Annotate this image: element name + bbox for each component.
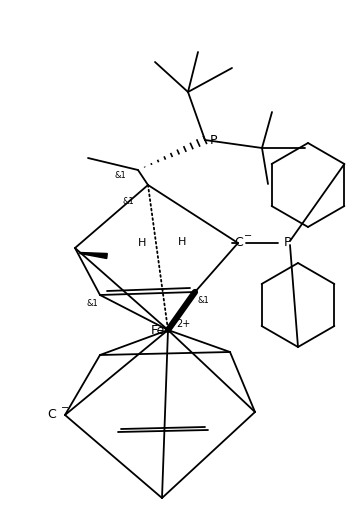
Text: P: P bbox=[210, 134, 218, 146]
Text: C: C bbox=[234, 236, 243, 250]
Text: −: − bbox=[61, 403, 69, 413]
Polygon shape bbox=[80, 252, 107, 259]
Text: &1: &1 bbox=[114, 172, 126, 181]
Text: 2+: 2+ bbox=[176, 319, 190, 329]
Text: &1: &1 bbox=[122, 197, 134, 206]
Text: &1: &1 bbox=[86, 299, 98, 308]
Text: C: C bbox=[48, 409, 57, 421]
Text: H: H bbox=[178, 237, 186, 247]
Text: P: P bbox=[284, 236, 291, 250]
Text: &1: &1 bbox=[197, 296, 209, 305]
Text: Fe: Fe bbox=[151, 323, 165, 337]
Text: −: − bbox=[244, 231, 252, 241]
Text: H: H bbox=[138, 238, 146, 248]
